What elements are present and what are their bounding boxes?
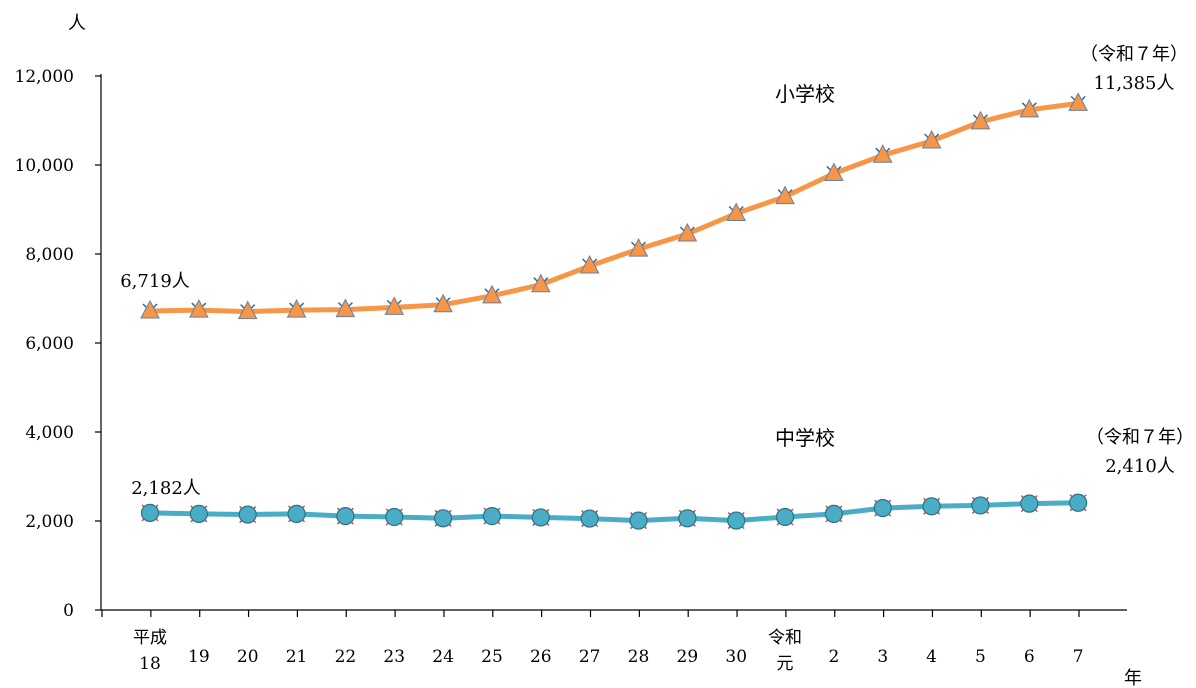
x-tick-label: 24 <box>432 647 454 667</box>
x-tick-label: 平成 <box>133 628 167 648</box>
y-tick-label: 0 <box>63 601 74 621</box>
data-point <box>239 506 256 523</box>
point-marker <box>972 497 989 514</box>
data-point <box>190 505 207 522</box>
x-tick-label: 7 <box>1073 647 1084 667</box>
annotation-elem-end: 11,385人 <box>1094 73 1175 94</box>
data-point <box>679 510 696 527</box>
x-tick-label: 元 <box>777 654 794 674</box>
data-point <box>142 504 159 521</box>
x-tick-label: 29 <box>677 647 699 667</box>
data-point <box>1070 494 1087 511</box>
annotation-mid-start: 2,182人 <box>131 478 201 499</box>
point-marker <box>1070 494 1087 511</box>
axes <box>101 74 1127 610</box>
point-marker <box>1021 495 1038 512</box>
data-point <box>1021 495 1038 512</box>
point-marker <box>630 512 647 529</box>
x-tick-label: 19 <box>188 647 210 667</box>
x-tick-label: 4 <box>926 647 937 667</box>
data-point <box>581 510 598 527</box>
point-marker <box>532 509 549 526</box>
data-point <box>483 508 500 525</box>
series-group <box>141 93 1087 529</box>
point-marker <box>777 508 794 525</box>
x-tick-label: 20 <box>237 647 259 667</box>
y-axis-unit: 人 <box>68 13 86 34</box>
data-point <box>630 512 647 529</box>
x-tick-label: 2 <box>828 647 839 667</box>
x-tick-label: 令和 <box>768 628 802 648</box>
point-marker <box>874 500 891 517</box>
point-marker <box>483 508 500 525</box>
annotation-elem-start: 6,719人 <box>120 271 190 292</box>
y-tick-label: 12,000 <box>15 67 74 87</box>
x-tick-label: 22 <box>335 647 357 667</box>
point-marker <box>923 498 940 515</box>
point-marker <box>728 512 745 529</box>
point-marker <box>581 510 598 527</box>
data-point <box>288 505 305 522</box>
y-tick-label: 2,000 <box>25 512 74 532</box>
y-axis-ticks: 0 2,000 4,000 6,000 8,000 10,000 12,000 <box>15 67 101 621</box>
data-point <box>777 508 794 525</box>
data-point <box>825 505 842 522</box>
x-axis-unit: 年 <box>1124 668 1142 688</box>
x-tick-label: 23 <box>383 647 405 667</box>
point-marker <box>386 508 403 525</box>
point-marker <box>142 504 159 521</box>
point-marker <box>190 505 207 522</box>
x-tick-label: 3 <box>877 647 888 667</box>
x-tick-label: 28 <box>628 647 650 667</box>
series-label-elementary: 小学校 <box>775 82 835 106</box>
data-point <box>728 512 745 529</box>
annotation-mid-end-era: （令和７年） <box>1086 427 1194 448</box>
point-marker <box>679 510 696 527</box>
point-marker <box>435 510 452 527</box>
data-point <box>923 498 940 515</box>
series-label-junior-high: 中学校 <box>775 426 835 450</box>
y-tick-label: 4,000 <box>25 423 74 443</box>
data-point <box>532 509 549 526</box>
data-point <box>386 508 403 525</box>
annotation-elem-end-era: （令和７年） <box>1080 44 1188 65</box>
x-tick-label: 25 <box>481 647 503 667</box>
y-tick-label: 10,000 <box>15 156 74 176</box>
x-tick-label: 26 <box>530 647 552 667</box>
annotation-mid-end: 2,410人 <box>1105 456 1175 477</box>
point-marker <box>239 506 256 523</box>
point-marker <box>337 508 354 525</box>
x-tick-label: 6 <box>1024 647 1035 667</box>
data-point <box>874 500 891 517</box>
x-tick-label: 5 <box>975 647 986 667</box>
x-tick-label: 18 <box>139 654 161 674</box>
x-tick-label: 30 <box>725 647 747 667</box>
x-tick-label: 21 <box>286 647 308 667</box>
data-point <box>972 497 989 514</box>
point-marker <box>825 505 842 522</box>
x-tick-label: 27 <box>579 647 601 667</box>
y-tick-label: 6,000 <box>25 334 74 354</box>
x-axis-ticks: 平成18 19 20 21 22 23 24 25 26 27 28 29 30令和元 2 3 4 5 6 7 <box>102 610 1084 674</box>
y-tick-label: 8,000 <box>25 245 74 265</box>
point-marker <box>288 505 305 522</box>
data-point <box>337 508 354 525</box>
data-point <box>435 510 452 527</box>
